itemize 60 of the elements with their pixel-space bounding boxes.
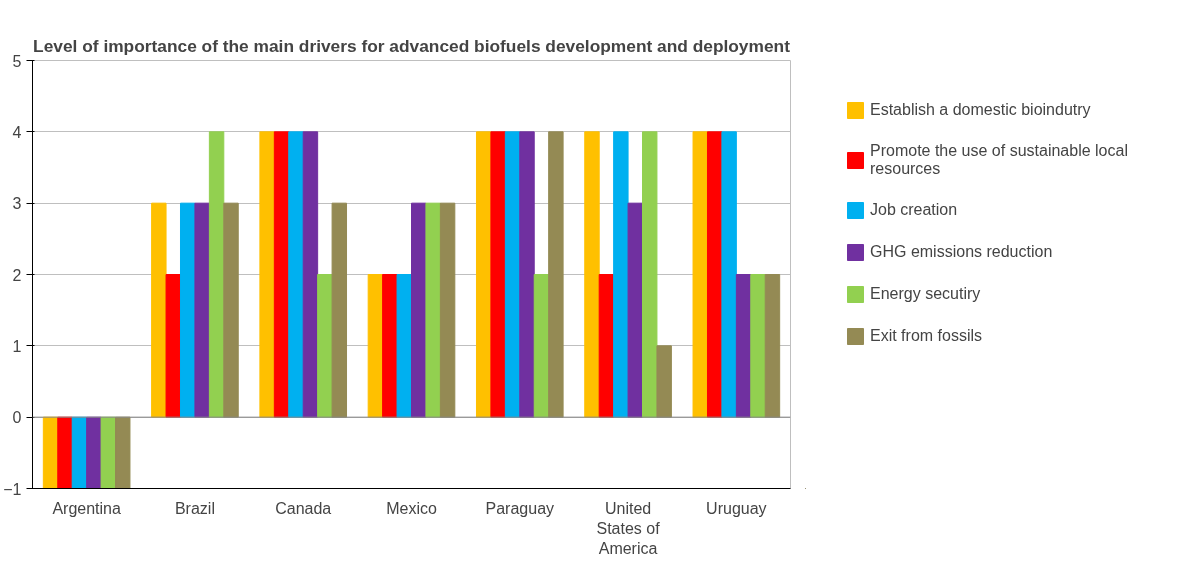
bar [490, 131, 506, 418]
bar [439, 202, 456, 418]
y-tick-label: 1 [12, 337, 22, 355]
bar [425, 202, 441, 418]
x-tick-label: Paraguay [485, 499, 555, 517]
bar [411, 202, 427, 418]
bar [475, 131, 492, 418]
bar [721, 131, 737, 418]
bar [115, 416, 131, 489]
y-tick-label: 4 [12, 123, 22, 141]
bar [317, 274, 333, 418]
bar [288, 131, 304, 418]
bar [764, 274, 781, 418]
legend-label: Job creation [870, 201, 958, 219]
bar [273, 131, 290, 418]
bar [165, 274, 181, 418]
bar [223, 202, 239, 418]
bar [382, 274, 398, 418]
legend-label: GHG emissions reduction [870, 243, 1053, 261]
bar [533, 274, 550, 418]
bar [504, 131, 521, 418]
bar [584, 131, 600, 418]
y-tick-label: 5 [12, 52, 22, 70]
x-tick-label: Canada [275, 499, 332, 517]
bar [656, 345, 672, 418]
bar [548, 131, 564, 418]
x-tick-label: Uruguay [706, 499, 767, 517]
x-tick-label: United States of America [596, 499, 661, 558]
bar [331, 202, 348, 418]
legend-label: Exit from fossils [870, 327, 983, 345]
y-tick-label: 0 [12, 409, 22, 427]
bar [642, 131, 658, 418]
bar [179, 202, 196, 418]
bar [208, 131, 225, 418]
bar [706, 131, 723, 418]
bar [100, 416, 117, 489]
x-tick-label: Brazil [174, 499, 215, 517]
x-tick-label: Argentina [52, 499, 121, 517]
bar [302, 131, 319, 418]
bar [519, 131, 535, 418]
bar [259, 131, 275, 418]
bar [598, 274, 615, 418]
bar [613, 131, 629, 418]
legend-label: Energy secutiry [870, 285, 981, 303]
bar [151, 202, 167, 418]
bar [194, 202, 210, 418]
bar [367, 274, 384, 418]
legend-label: Establish a domestic bioindutry [870, 101, 1091, 119]
bar [735, 274, 752, 418]
bar [57, 416, 73, 489]
bar [396, 274, 412, 418]
y-tick-label: 2 [12, 266, 22, 284]
y-tick-label: 3 [12, 195, 22, 213]
bar [692, 131, 708, 418]
y-tick-label: −1 [3, 480, 22, 498]
chart-title: Level of importance of the main drivers for advanced biofuels development and deployment [33, 35, 791, 56]
legend-label: Promote the use of sustainable local resources [870, 142, 1128, 178]
bar [750, 274, 766, 418]
bar [627, 202, 644, 418]
x-tick-label: Mexico [386, 499, 437, 517]
